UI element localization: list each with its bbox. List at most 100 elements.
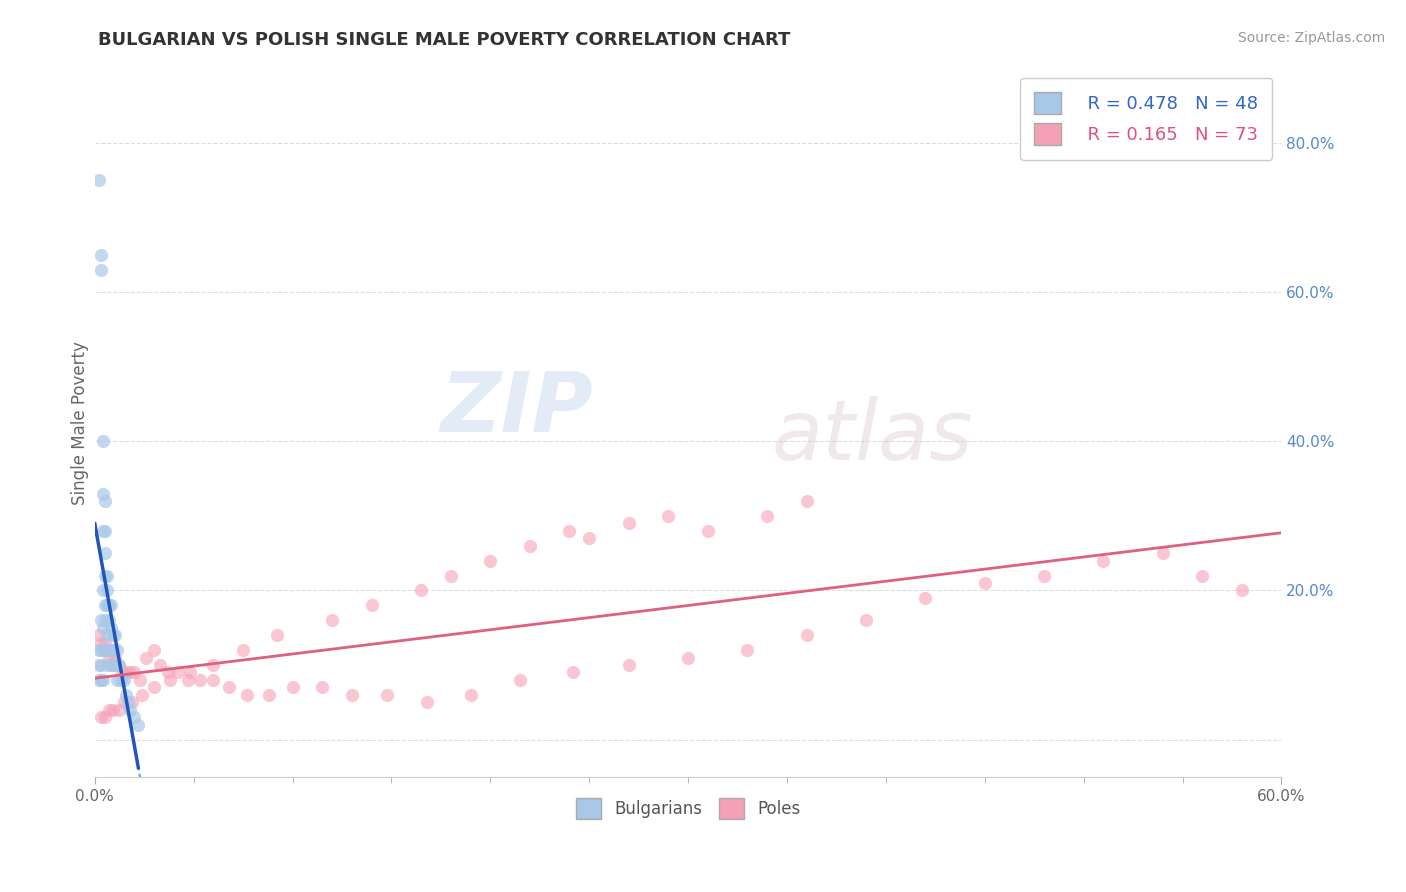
Point bbox=[93, 524, 115, 538]
Point bbox=[737, 643, 759, 657]
Point bbox=[617, 516, 640, 531]
Point bbox=[440, 568, 463, 582]
Point bbox=[91, 486, 114, 500]
Point bbox=[143, 643, 166, 657]
Point bbox=[117, 695, 139, 709]
Point bbox=[115, 665, 138, 680]
Text: atlas: atlas bbox=[770, 396, 973, 477]
Point bbox=[103, 650, 125, 665]
Point bbox=[107, 658, 129, 673]
Point bbox=[114, 695, 136, 709]
Point bbox=[93, 546, 115, 560]
Point bbox=[202, 658, 225, 673]
Point bbox=[90, 613, 112, 627]
Point bbox=[90, 658, 112, 673]
Point bbox=[202, 673, 225, 687]
Point bbox=[188, 673, 211, 687]
Point bbox=[103, 628, 125, 642]
Point bbox=[96, 643, 118, 657]
Point bbox=[166, 665, 188, 680]
Point bbox=[281, 681, 304, 695]
Point bbox=[149, 658, 172, 673]
Point bbox=[127, 717, 149, 731]
Point bbox=[115, 688, 138, 702]
Point bbox=[101, 643, 124, 657]
Y-axis label: Single Male Poverty: Single Male Poverty bbox=[72, 341, 89, 505]
Point bbox=[1152, 546, 1174, 560]
Point bbox=[1092, 554, 1115, 568]
Point bbox=[107, 703, 129, 717]
Point bbox=[1230, 583, 1253, 598]
Point bbox=[93, 494, 115, 508]
Point bbox=[416, 695, 439, 709]
Point bbox=[796, 494, 818, 508]
Point bbox=[87, 173, 110, 187]
Point bbox=[90, 248, 112, 262]
Point bbox=[93, 635, 115, 649]
Point bbox=[96, 568, 118, 582]
Point bbox=[101, 658, 124, 673]
Point bbox=[110, 673, 132, 687]
Point bbox=[156, 665, 179, 680]
Point bbox=[177, 673, 200, 687]
Point bbox=[91, 583, 114, 598]
Point bbox=[360, 599, 382, 613]
Point bbox=[377, 688, 399, 702]
Point bbox=[120, 665, 142, 680]
Point bbox=[87, 628, 110, 642]
Point bbox=[87, 658, 110, 673]
Point bbox=[87, 643, 110, 657]
Point bbox=[558, 524, 581, 538]
Point bbox=[96, 628, 118, 642]
Point bbox=[311, 681, 333, 695]
Point bbox=[509, 673, 531, 687]
Point bbox=[91, 524, 114, 538]
Point bbox=[100, 658, 122, 673]
Text: BULGARIAN VS POLISH SINGLE MALE POVERTY CORRELATION CHART: BULGARIAN VS POLISH SINGLE MALE POVERTY … bbox=[98, 31, 790, 49]
Point bbox=[218, 681, 240, 695]
Point bbox=[562, 665, 585, 680]
Point bbox=[411, 583, 433, 598]
Point bbox=[91, 643, 114, 657]
Point bbox=[617, 658, 640, 673]
Point bbox=[973, 576, 995, 591]
Point bbox=[105, 673, 128, 687]
Point bbox=[93, 643, 115, 657]
Point bbox=[105, 643, 128, 657]
Point bbox=[96, 658, 118, 673]
Point bbox=[97, 650, 120, 665]
Point bbox=[90, 263, 112, 277]
Point bbox=[90, 643, 112, 657]
Point bbox=[120, 703, 142, 717]
Point bbox=[914, 591, 936, 605]
Point bbox=[93, 568, 115, 582]
Point bbox=[96, 599, 118, 613]
Point bbox=[90, 673, 112, 687]
Point bbox=[121, 695, 143, 709]
Point bbox=[855, 613, 877, 627]
Point bbox=[100, 599, 122, 613]
Point bbox=[135, 650, 157, 665]
Point bbox=[479, 554, 502, 568]
Point bbox=[131, 688, 153, 702]
Point bbox=[756, 508, 779, 523]
Point bbox=[696, 524, 718, 538]
Point bbox=[93, 710, 115, 724]
Text: ZIP: ZIP bbox=[440, 368, 593, 449]
Point bbox=[340, 688, 363, 702]
Point bbox=[103, 658, 125, 673]
Point bbox=[96, 583, 118, 598]
Point bbox=[232, 643, 254, 657]
Point bbox=[236, 688, 259, 702]
Point bbox=[97, 613, 120, 627]
Point bbox=[578, 531, 600, 545]
Point bbox=[100, 643, 122, 657]
Point bbox=[179, 665, 201, 680]
Point bbox=[460, 688, 482, 702]
Point bbox=[159, 673, 181, 687]
Point bbox=[266, 628, 288, 642]
Point bbox=[1033, 568, 1056, 582]
Point bbox=[91, 621, 114, 635]
Point bbox=[1191, 568, 1213, 582]
Point bbox=[87, 673, 110, 687]
